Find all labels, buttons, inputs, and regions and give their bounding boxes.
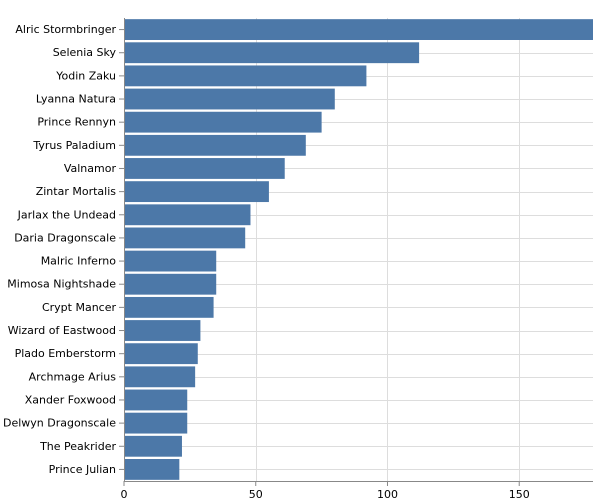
bar-10 xyxy=(124,250,217,272)
category-label-5: Tyrus Paladium xyxy=(32,139,116,152)
category-label-3: Lyanna Natura xyxy=(36,93,116,106)
bar-3 xyxy=(124,88,335,110)
category-label-11: Mimosa Nightshade xyxy=(7,278,116,291)
x-tick-label-0: 0 xyxy=(121,488,128,501)
x-tick-label-2: 100 xyxy=(377,488,398,501)
bar-1 xyxy=(124,42,420,64)
bar-16 xyxy=(124,389,188,411)
category-label-18: The Peakrider xyxy=(39,440,116,453)
bar-5 xyxy=(124,134,306,156)
category-label-19: Prince Julian xyxy=(49,463,116,476)
bars xyxy=(124,19,593,480)
category-label-10: Malric Inferno xyxy=(41,255,117,268)
bar-2 xyxy=(124,65,367,87)
category-label-9: Daria Dragonscale xyxy=(14,231,116,244)
bar-7 xyxy=(124,181,269,203)
bar-0 xyxy=(124,19,593,40)
bar-6 xyxy=(124,158,285,179)
bar-13 xyxy=(124,320,201,341)
bar-17 xyxy=(124,412,188,434)
bar-18 xyxy=(124,435,182,457)
x-tick-label-3: 150 xyxy=(509,488,530,501)
axes: Alric Stormbringer Selenia Sky Yodin Zaku L… xyxy=(3,18,593,501)
category-label-8: Jarlax the Undead xyxy=(17,208,116,221)
bar-19 xyxy=(124,459,180,480)
bar-8 xyxy=(124,204,251,226)
category-label-0: Alric Stormbringer xyxy=(15,23,116,36)
category-label-2: Yodin Zaku xyxy=(55,69,116,82)
category-label-17: Delwyn Dragonscale xyxy=(3,417,116,430)
category-label-16: Xander Foxwood xyxy=(25,393,116,406)
gridlines xyxy=(124,18,593,481)
x-tick-label-1: 50 xyxy=(249,488,263,501)
bar-4 xyxy=(124,111,322,133)
bar-11 xyxy=(124,273,217,295)
bar-9 xyxy=(124,227,246,249)
category-label-12: Crypt Mancer xyxy=(42,301,117,314)
category-label-4: Prince Rennyn xyxy=(37,116,116,129)
category-label-14: Plado Emberstorm xyxy=(15,347,116,360)
bar-14 xyxy=(124,343,198,365)
category-label-13: Wizard of Eastwood xyxy=(8,324,116,337)
category-label-1: Selenia Sky xyxy=(53,46,117,59)
category-label-7: Zintar Mortalis xyxy=(36,185,117,198)
category-label-6: Valnamor xyxy=(64,162,117,175)
category-label-15: Archmage Arius xyxy=(29,370,117,383)
bar-12 xyxy=(124,296,214,318)
bar-15 xyxy=(124,366,196,388)
